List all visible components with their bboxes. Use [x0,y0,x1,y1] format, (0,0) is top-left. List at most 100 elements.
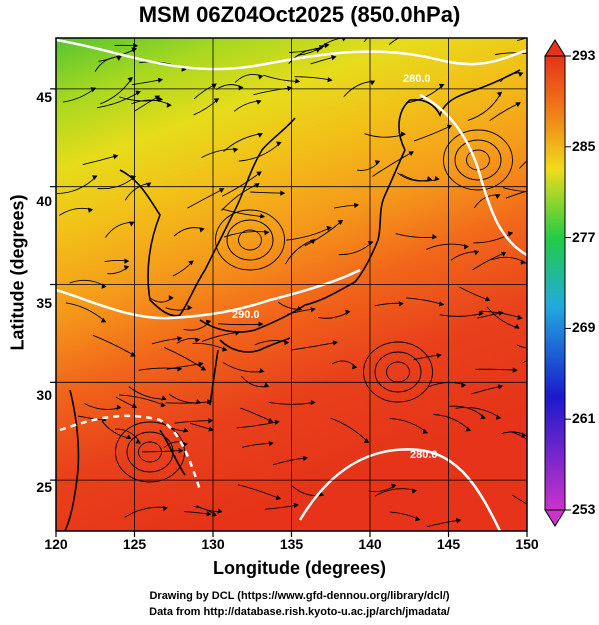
y-tick-25: 25 [36,479,52,495]
streamline-arrow-icon [195,399,202,405]
streamline-arrow-icon [274,419,280,425]
streamline-arrow-icon [208,418,214,424]
streamline-arrow-icon [275,494,282,501]
streamline [518,160,527,169]
streamline-arrow-icon [436,352,442,359]
colorbar-top-arrow [544,39,566,57]
streamline-arrow-icon [473,250,480,256]
streamline-arrow-icon [512,367,518,373]
streamline-arrow-icon [168,295,174,301]
streamline-arrow-icon [480,414,486,420]
streamline-arrow-icon [135,438,141,444]
contour-label-280-south: 280.0 [410,449,438,461]
streamline-arrow-icon [401,131,406,137]
streamline-arrow-icon [478,310,484,317]
streamline-arrow-icon [116,404,122,410]
streamline [516,344,527,349]
streamline-arrow-icon [256,99,262,105]
streamline-arrow-icon [267,417,274,423]
streamline-arrow-icon [205,319,212,325]
streamline-arrow-icon [326,225,332,232]
streamline-arrow-icon [352,364,358,370]
streamline-arrow-icon [125,434,132,440]
streamline-arrow-icon [465,426,471,432]
streamline-arrow-icon [521,432,527,438]
contour-280-north [56,38,527,71]
streamline-arrow-icon [495,414,502,420]
y-tick-35: 35 [36,295,52,311]
streamline [526,43,527,46]
streamline-arrow-icon [87,207,94,213]
circulation-loop [374,351,422,393]
streamline-arrow-icon [124,258,130,264]
streamline-arrow-icon [258,74,264,80]
streamline-arrow-icon [208,426,214,432]
streamline [372,151,414,177]
streamline-arrow-icon [517,314,523,321]
y-tick-45: 45 [36,89,52,105]
streamline-arrow-icon [276,141,282,147]
streamline-arrow-icon [280,190,286,196]
colorbar-tick-285: 285 [572,138,596,154]
axis-ticks [50,88,528,537]
streamline-arrow-icon [484,296,491,302]
x-tick-120: 120 [44,536,68,552]
circulation-loop [454,139,502,181]
contour-lines [56,38,527,531]
streamline-arrow-icon [91,175,98,181]
colorbar-tick-293: 293 [572,47,596,63]
streamline-arrow-icon [293,502,299,509]
streamline-arrow-icon [438,301,445,307]
streamline-arrow-icon [284,340,290,346]
x-tick-125: 125 [122,536,147,552]
streamline-arrow-icon [199,227,205,233]
contour-dash-sw [59,414,202,491]
streamline-arrow-icon [544,27,548,31]
streamline-arrow-icon [177,336,183,342]
chart-title: MSM 06Z04Oct2025 (850.0hPa) [138,2,461,27]
streamline-arrow-icon [160,402,166,408]
streamline-arrow-icon [232,147,239,153]
streamline-arrow-icon [130,351,136,357]
streamline-arrow-icon [535,187,539,191]
streamline-arrow-icon [374,160,381,166]
streamline [502,187,527,193]
streamline-arrow-icon [500,251,507,257]
streamline-arrow-icon [539,189,543,193]
streamline-arrow-icon [310,399,316,406]
circulation-loop [115,421,185,483]
streamline-arrow-icon [369,80,376,86]
streamline-arrow-icon [264,229,270,236]
streamline-arrow-icon [541,341,545,345]
streamline-arrow-icon [327,77,333,83]
streamline-arrow-icon [432,234,438,240]
streamline-arrow-icon [213,98,220,104]
y-axis-label: Latitude (degrees) [7,194,28,351]
streamline-arrow-icon [157,77,164,83]
streamline [189,38,191,39]
streamline-arrow-icon [145,182,152,188]
colorbar [544,55,566,511]
streamline-arrow-icon [153,38,155,39]
circulation-loop [363,341,433,403]
streamline-arrow-icon [127,77,133,83]
streamline-arrow-icon [161,395,167,401]
streamline-arrow-icon [367,240,374,246]
x-tick-140: 140 [358,536,382,552]
streamline-arrow-icon [494,194,501,200]
streamline-arrow-icon [309,238,316,245]
streamline-arrow-icon [463,244,470,250]
streamline-arrow-icon [187,304,193,311]
contour-label-290: 290.0 [232,309,260,321]
x-tick-135: 135 [279,536,304,552]
streamline-arrow-icon [178,447,184,454]
streamline-arrow-icon [123,265,130,271]
streamline-arrow-icon [434,175,440,182]
credit-data-source: Data from http://database.rish.kyoto-u.a… [149,606,450,618]
streamline-arrow-icon [330,55,337,61]
streamline-arrow-icon [520,259,526,265]
circulation-loop [226,219,274,261]
contour-290 [56,268,361,320]
streamline-arrow-icon [258,321,264,327]
streamline-arrow-icon [507,231,514,237]
